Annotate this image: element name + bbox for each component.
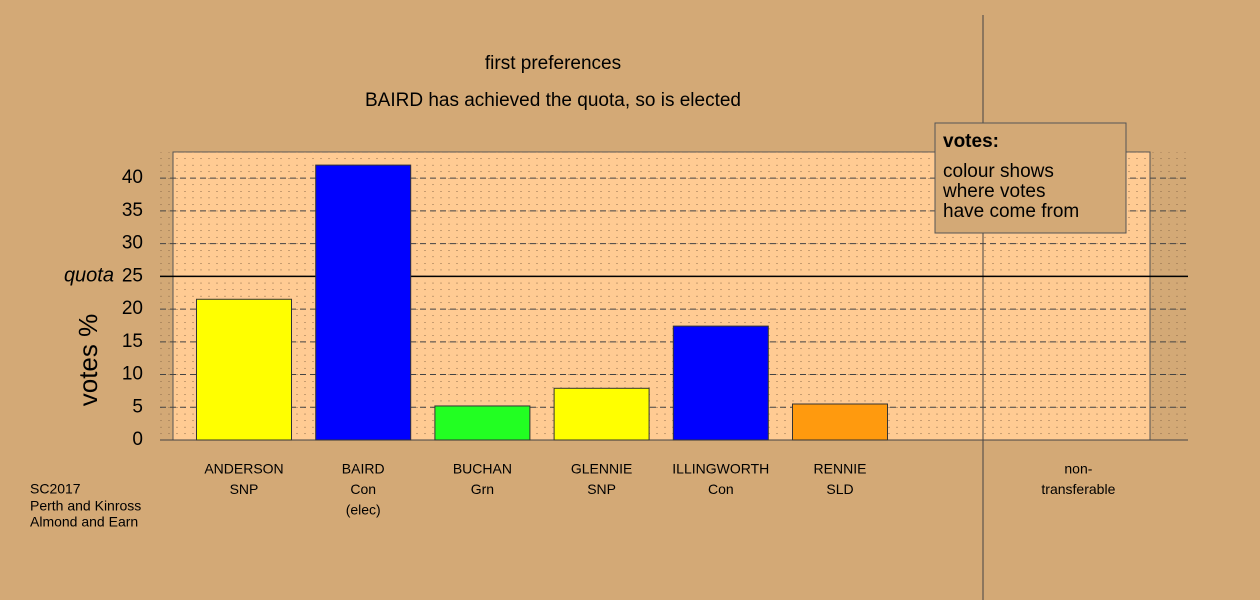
y-tick-label: 10 [122, 364, 143, 385]
chart-subtitle: BAIRD has achieved the quota, so is elec… [365, 90, 741, 111]
legend-text: where votes [942, 181, 1045, 202]
source: Perth and Kinross [30, 498, 141, 514]
x-tick-label: SNP [230, 481, 259, 497]
bar [315, 164, 412, 441]
quota-label: quota [64, 265, 114, 287]
y-tick-label: 30 [122, 233, 143, 254]
x-tick-label: GLENNIE [571, 461, 632, 477]
y-tick-label: 40 [122, 167, 143, 188]
source: SC2017 [30, 481, 81, 497]
x-tick-label: transferable [1041, 481, 1115, 497]
y-tick-label: 25 [122, 265, 143, 286]
x-tick-label: ANDERSON [204, 461, 283, 477]
x-tick-label: BAIRD [342, 461, 385, 477]
legend-text: colour shows [943, 161, 1054, 182]
bar [196, 298, 292, 441]
bar [553, 387, 650, 441]
y-tick-label: 20 [122, 298, 143, 319]
x-tick-label: BUCHAN [453, 461, 512, 477]
legend-box [934, 122, 1127, 234]
y-tick-label: 35 [122, 200, 143, 221]
x-tick-label: (elec) [346, 502, 381, 518]
x-tick-label: Con [350, 481, 376, 497]
chart-title: first preferences [485, 53, 621, 74]
legend-title: votes: [943, 131, 999, 152]
x-tick-label: SNP [587, 481, 616, 497]
y-axis-label: votes % [73, 314, 103, 407]
bar [672, 325, 769, 441]
x-tick-label: Grn [471, 481, 494, 497]
bar [792, 403, 888, 441]
y-tick-label: 5 [132, 396, 143, 417]
x-tick-label: RENNIE [814, 461, 867, 477]
bar [434, 405, 531, 441]
source: Almond and Earn [30, 514, 138, 530]
y-tick-label: 0 [132, 429, 143, 450]
x-tick-label: ILLINGWORTH [672, 461, 769, 477]
x-tick-label: Con [708, 481, 734, 497]
y-tick-label: 15 [122, 331, 143, 352]
legend-text: have come from [943, 201, 1079, 222]
x-tick-label: non- [1064, 461, 1092, 477]
x-tick-label: SLD [826, 481, 853, 497]
